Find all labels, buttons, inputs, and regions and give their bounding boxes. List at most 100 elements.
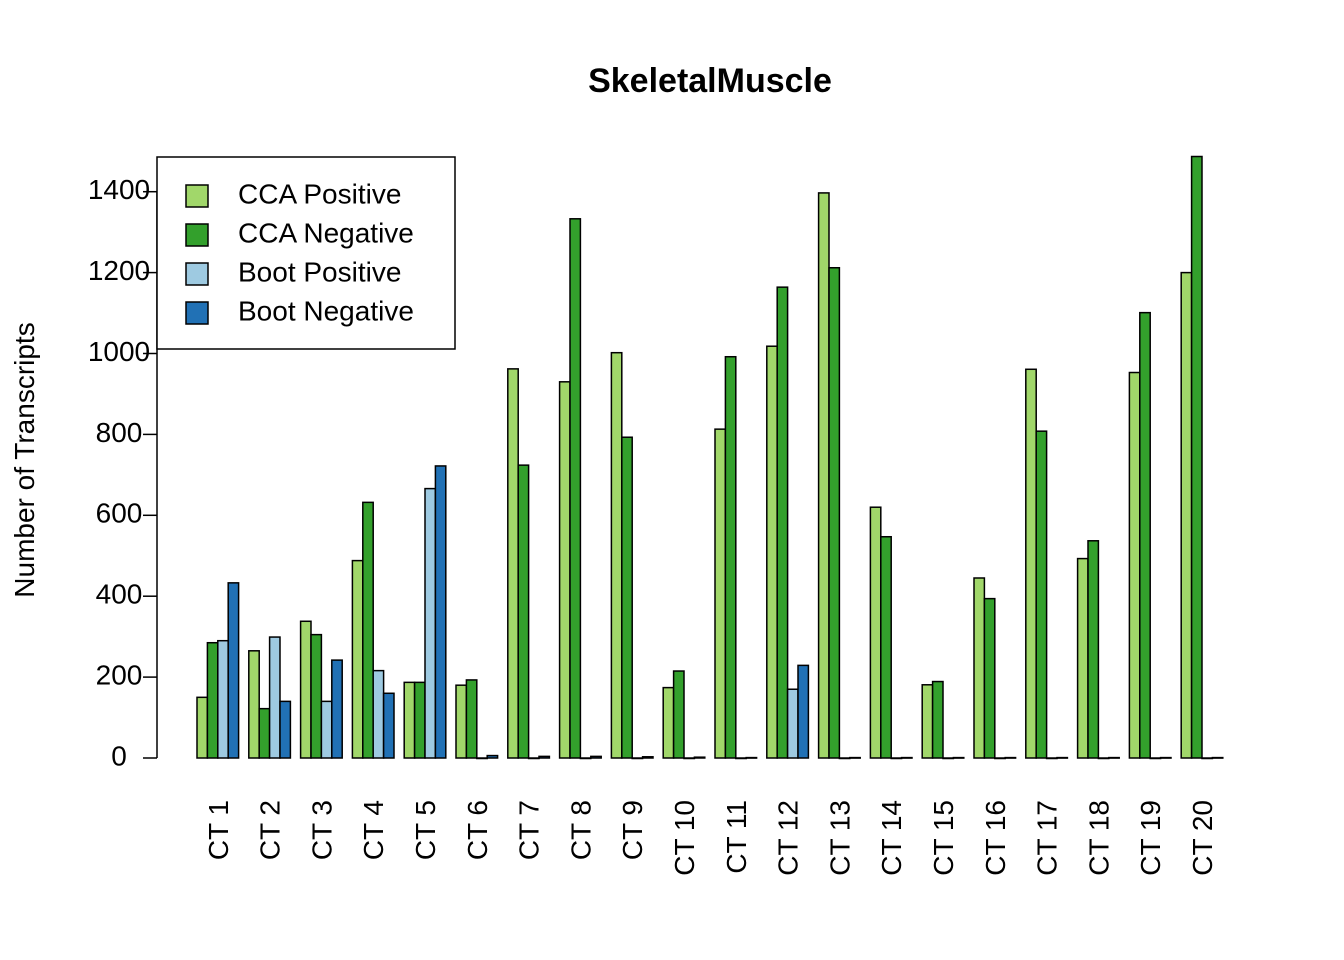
bar-boot-negative-ct-16	[1004, 756, 1017, 759]
bar-boot-negative-ct-19	[1159, 756, 1172, 759]
y-tick-label: 800	[96, 417, 143, 448]
bar-boot-negative-ct-10	[693, 756, 706, 759]
x-axis-tick-labels: CT 1 CT 2 CT 3 CT 4 CT 5 CT 6 CT 7 CT 8 CT 9 CT 1…	[203, 800, 1218, 876]
x-tick-label: CT 9	[617, 800, 648, 860]
bar-boot-positive-ct-1	[217, 639, 229, 759]
bar-boot-negative-ct-3	[331, 659, 343, 759]
bar-boot-positive-ct-13	[838, 757, 851, 760]
bar-cca-positive-ct-19	[1128, 371, 1141, 759]
bar-cca-positive-ct-8	[558, 381, 571, 759]
bar-cca-negative-ct-14	[880, 535, 892, 759]
bar-boot-positive-ct-2	[268, 636, 281, 759]
bar-boot-negative-ct-12	[797, 664, 810, 759]
bar-boot-negative-ct-2	[279, 700, 292, 759]
y-tick-label: 1200	[88, 255, 150, 286]
bar-cca-positive-ct-17	[1025, 368, 1037, 759]
bar-boot-positive-ct-6	[476, 757, 488, 760]
bar-cca-negative-ct-18	[1087, 540, 1100, 759]
y-tick-label: 0	[111, 740, 127, 771]
bar-boot-negative-ct-1	[227, 582, 240, 759]
x-tick-label: CT 19	[1135, 800, 1166, 876]
bar-boot-negative-ct-4	[382, 692, 395, 759]
bar-cca-negative-ct-2	[258, 707, 271, 759]
bar-cca-negative-ct-12	[776, 286, 789, 759]
bar-cca-negative-ct-20	[1190, 155, 1203, 759]
bar-cca-negative-ct-11	[724, 355, 737, 759]
chart-title: SkeletalMuscle	[588, 62, 832, 100]
bar-boot-positive-ct-8	[579, 757, 592, 760]
x-tick-label: CT 14	[876, 800, 907, 876]
bar-cca-positive-ct-6	[455, 684, 468, 759]
legend-label: CCA Positive	[238, 178, 401, 209]
bar-boot-negative-ct-8	[590, 755, 602, 759]
x-tick-label: CT 17	[1032, 800, 1063, 876]
bar-cca-positive-ct-20	[1180, 271, 1193, 759]
bar-boot-negative-ct-9	[641, 756, 654, 759]
legend-swatch	[185, 262, 209, 286]
bar-cca-positive-ct-16	[973, 577, 986, 759]
bar-boot-positive-ct-7	[527, 757, 540, 760]
bar-cca-negative-ct-3	[310, 633, 323, 759]
bar-cca-positive-ct-5	[403, 681, 416, 759]
x-tick-label: CT 8	[565, 800, 596, 860]
x-tick-label: CT 12	[773, 800, 804, 876]
bar-cca-positive-ct-14	[869, 506, 882, 759]
bar-boot-positive-ct-5	[424, 487, 437, 759]
bar-boot-positive-ct-4	[372, 669, 385, 759]
bar-cca-positive-ct-12	[766, 345, 778, 759]
bar-boot-negative-ct-15	[952, 756, 965, 759]
bar-cca-negative-ct-10	[672, 670, 685, 759]
bar-cca-positive-ct-18	[1076, 557, 1089, 759]
bar-boot-positive-ct-9	[631, 757, 644, 760]
bar-cca-negative-ct-7	[517, 464, 530, 759]
bar-boot-negative-ct-6	[486, 754, 499, 759]
x-tick-label: CT 10	[669, 800, 700, 876]
bar-boot-positive-ct-3	[320, 700, 333, 759]
bar-cca-negative-ct-4	[362, 501, 374, 759]
bar-boot-negative-ct-13	[849, 756, 861, 759]
y-tick-label: 1400	[88, 174, 150, 205]
x-tick-label: CT 20	[1187, 800, 1218, 876]
bar-cca-negative-ct-1	[206, 641, 219, 759]
bar-cca-negative-ct-5	[413, 681, 426, 759]
bar-cca-positive-ct-7	[507, 368, 519, 759]
bar-cca-positive-ct-3	[299, 620, 312, 759]
legend-label: Boot Positive	[238, 256, 401, 287]
bar-cca-negative-ct-16	[983, 597, 996, 759]
x-tick-label: CT 16	[980, 800, 1011, 876]
bar-cca-negative-ct-9	[621, 436, 633, 759]
bar-boot-negative-ct-11	[745, 756, 758, 759]
bar-boot-positive-ct-18	[1097, 757, 1110, 760]
bar-boot-negative-ct-17	[1056, 756, 1069, 759]
bar-cca-positive-ct-2	[248, 650, 260, 759]
x-tick-label: CT 5	[410, 800, 441, 860]
bar-boot-negative-ct-14	[900, 756, 913, 759]
y-axis: 0 200 400 600 800 1000 1200 1400	[88, 174, 158, 771]
bar-boot-positive-ct-10	[683, 757, 696, 760]
legend-swatch	[185, 301, 209, 325]
bar-boot-negative-ct-20	[1211, 756, 1224, 759]
x-tick-label: CT 18	[1083, 800, 1114, 876]
y-tick-label: 200	[96, 659, 143, 690]
bar-cca-positive-ct-15	[921, 684, 934, 759]
x-tick-label: CT 2	[255, 800, 286, 860]
legend-label: CCA Negative	[238, 217, 414, 248]
bar-boot-positive-ct-17	[1045, 757, 1058, 760]
bar-cca-positive-ct-11	[714, 428, 727, 759]
legend-swatch	[185, 223, 209, 247]
bar-boot-positive-ct-15	[942, 757, 955, 760]
x-tick-label: CT 1	[203, 800, 234, 860]
bar-cca-negative-ct-15	[931, 680, 944, 759]
y-tick-label: 1000	[88, 336, 150, 367]
bar-boot-positive-ct-20	[1201, 757, 1214, 760]
bar-boot-negative-ct-5	[434, 465, 447, 759]
bar-series-group	[196, 155, 1224, 760]
x-tick-label: CT 7	[514, 800, 545, 860]
legend-label: Boot Negative	[238, 295, 414, 326]
legend: CCA Positive CCA Negative Boot Positive Boo…	[156, 156, 456, 350]
bar-cca-negative-ct-13	[828, 266, 841, 759]
bar-boot-positive-ct-14	[890, 757, 903, 760]
bar-cca-negative-ct-6	[465, 679, 478, 759]
bar-boot-negative-ct-18	[1108, 756, 1120, 759]
